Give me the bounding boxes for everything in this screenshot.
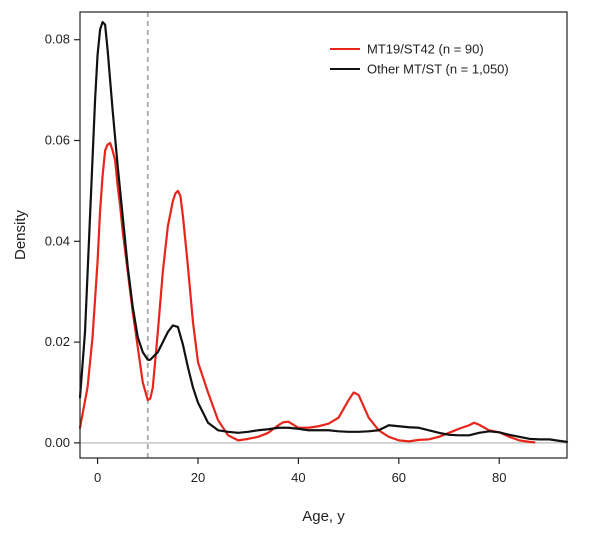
y-tick-label: 0.08 <box>45 32 70 47</box>
y-axis-label: Density <box>12 209 29 260</box>
x-axis-label: Age, y <box>302 508 345 525</box>
plot-frame <box>79 11 568 459</box>
y-tick-label: 0.06 <box>45 133 70 148</box>
x-tick-label: 40 <box>291 470 305 485</box>
y-tick-label: 0.04 <box>45 233 70 248</box>
x-tick-label: 0 <box>94 470 101 485</box>
legend-label-other-mt-st: Other MT/ST (n = 1,050) <box>367 62 509 77</box>
reference-lines <box>80 12 567 458</box>
series-line-other-mt-st <box>78 20 569 443</box>
axes: 0 20 40 60 80 0.00 0.02 0.04 0.06 0.08 <box>45 32 507 485</box>
y-tick-label: 0.00 <box>45 435 70 450</box>
x-tick-label: 20 <box>191 470 205 485</box>
x-tick-label: 60 <box>392 470 406 485</box>
series-lines <box>78 20 569 444</box>
legend-label-mt19-st42: MT19/ST42 (n = 90) <box>367 42 484 57</box>
legend: MT19/ST42 (n = 90) Other MT/ST (n = 1,05… <box>330 42 509 77</box>
series-line-mt19-st42 <box>78 141 536 444</box>
y-tick-label: 0.02 <box>45 334 70 349</box>
x-tick-label: 80 <box>492 470 506 485</box>
